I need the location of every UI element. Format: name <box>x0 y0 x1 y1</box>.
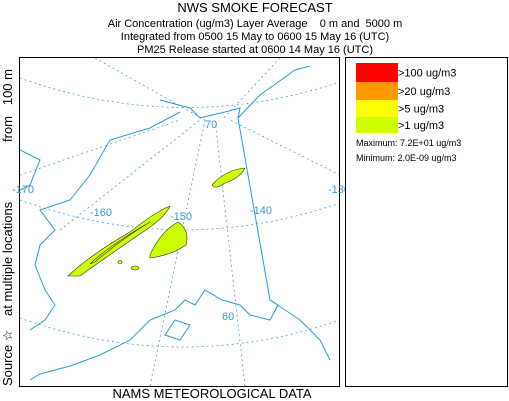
graticule <box>20 119 181 176</box>
legend-label: >5 ug/m3 <box>398 104 444 116</box>
subtitle: PM25 Release started at 0600 14 May 16 (… <box>137 44 373 56</box>
map-label: 60 <box>222 311 234 323</box>
map-label: -140 <box>250 205 272 217</box>
source-label: Source ☆ <box>0 330 15 386</box>
legend-swatch <box>356 82 398 100</box>
coastline <box>20 149 41 191</box>
coastline <box>164 319 191 341</box>
legend-label: >20 ug/m3 <box>398 86 450 98</box>
map-label: -170 <box>12 184 34 196</box>
map-label: -160 <box>90 207 112 219</box>
source-label: at multiple locations <box>0 201 15 316</box>
coastline <box>269 299 331 361</box>
legend-swatch <box>356 63 398 82</box>
map-label: 70 <box>205 119 217 131</box>
smoke-plume <box>149 221 188 259</box>
smoke-plume <box>211 167 246 188</box>
legend-label: >1 ug/m3 <box>398 120 444 132</box>
map: 70 -170 -160 -150 -140 -130 60 <box>12 57 350 387</box>
coastline <box>29 99 279 381</box>
graticule <box>221 58 281 121</box>
graticule <box>149 119 206 386</box>
map-label: -150 <box>170 211 192 223</box>
smoke-plume <box>117 260 123 264</box>
coastline <box>29 111 181 331</box>
subtitle: Air Concentration (ug/m3) Layer Average … <box>108 18 403 30</box>
source-label: from 100 m <box>0 69 15 142</box>
smoke-plume <box>89 221 151 265</box>
legend-swatch <box>356 100 398 117</box>
smoke-plume <box>130 265 140 271</box>
legend-label: >100 ug/m3 <box>398 68 456 80</box>
subtitle: Integrated from 0500 15 May to 0600 15 M… <box>121 31 389 43</box>
graticule <box>94 58 206 121</box>
map-label: -130 <box>328 184 350 196</box>
legend-min: Minimum: 2.0E-09 ug/m3 <box>356 153 457 163</box>
title: NWS SMOKE FORECAST <box>177 0 332 15</box>
graticule <box>229 119 339 175</box>
legend-max: Maximum: 7.2E+01 ug/m3 <box>356 138 461 148</box>
legend-swatch <box>356 117 398 133</box>
footer: NAMS METEOROLOGICAL DATA <box>112 386 311 401</box>
legend: Maximum: 7.2E+01 ug/m3 Minimum: 2.0E-09 … <box>345 57 508 387</box>
coastline <box>237 65 311 119</box>
